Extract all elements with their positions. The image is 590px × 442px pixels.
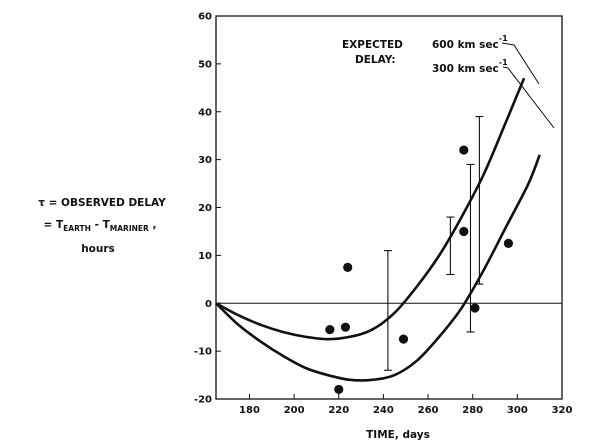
y-tick-label: 20	[198, 203, 212, 214]
expected-delay-label-line1: EXPECTED	[342, 39, 403, 51]
data-point	[459, 145, 469, 155]
x-tick-label: 320	[552, 405, 573, 416]
data-point	[325, 324, 335, 335]
error-bar-group	[383, 115, 484, 371]
y-tick-label: 40	[198, 107, 212, 118]
series-label-300: 300 km sec-1	[432, 58, 508, 75]
data-point	[343, 262, 353, 272]
data-point	[398, 334, 409, 344]
y-tick-label: 30	[198, 155, 212, 166]
x-tick-label: 280	[462, 405, 483, 416]
leader-line-600	[501, 42, 540, 85]
x-tick-label: 180	[239, 405, 260, 416]
y-axis-label-line3: hours	[81, 243, 115, 255]
x-tick-label: 260	[418, 405, 439, 416]
x-tick-label: 240	[373, 405, 394, 416]
y-tick-label: 50	[198, 59, 212, 70]
y-axis-label-line2: = TEARTH - TMARINER ,	[44, 219, 157, 233]
x-tick-label: 220	[328, 405, 349, 416]
data-point	[470, 303, 480, 313]
x-tick-label: 300	[507, 405, 528, 416]
expected-delay-curve-300	[215, 154, 541, 382]
tick-group	[216, 15, 563, 400]
point-group	[325, 145, 514, 395]
y-tick-label: -10	[194, 347, 212, 358]
data-point	[459, 226, 469, 237]
tick-label-group: -20 -10 0 10 20 30 40 50 60 180 200 220 240 260 280 300…	[194, 12, 573, 417]
y-tick-label: 10	[198, 251, 212, 262]
data-point	[334, 384, 344, 395]
expected-delay-curve-600	[215, 77, 526, 341]
y-tick-label: 0	[205, 299, 212, 310]
y-tick-label: -20	[194, 395, 212, 406]
data-point	[503, 238, 514, 249]
plot-frame	[215, 15, 563, 400]
y-tick-label: 60	[198, 12, 212, 23]
leader-line-300	[502, 66, 555, 129]
curve-group	[215, 77, 541, 382]
x-tick-label: 200	[284, 405, 305, 416]
expected-delay-label-line2: DELAY:	[355, 54, 396, 66]
series-label-600: 600 km sec-1	[432, 34, 508, 51]
data-point	[340, 322, 351, 332]
y-axis-label-line1: τ = OBSERVED DELAY	[38, 197, 166, 209]
x-axis-label: TIME, days	[366, 429, 430, 441]
